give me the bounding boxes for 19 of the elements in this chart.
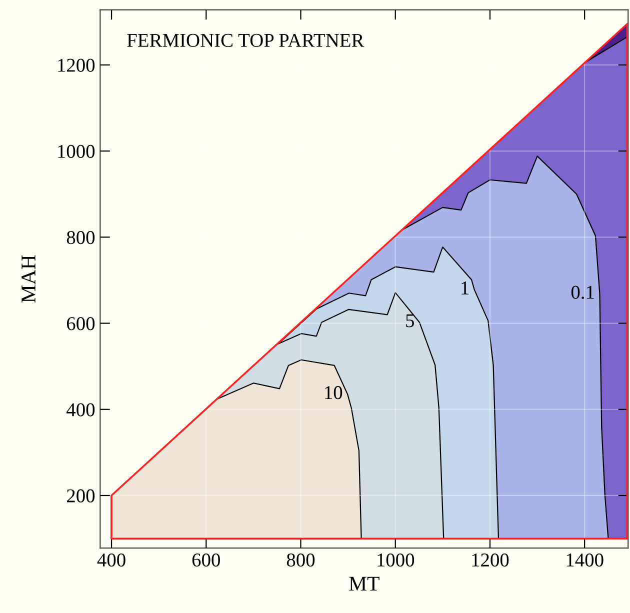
x-tick-label: 1200 xyxy=(472,553,509,567)
text: FERMIONIC TOP PARTNER xyxy=(127,34,364,47)
x-axis-title: MT xyxy=(349,576,380,591)
y-tick-label: 1000 xyxy=(58,144,95,158)
x-tick-label: 1400 xyxy=(566,553,604,567)
y-tick-label: 200 xyxy=(66,489,95,502)
series-label: 10 xyxy=(325,386,342,400)
y-tick-label: 800 xyxy=(66,230,95,244)
y-tick-label: 600 xyxy=(66,317,95,330)
x-tick-label: 600 xyxy=(192,553,220,567)
x-tick-label: 400 xyxy=(97,553,126,567)
y-axis-title: MAH xyxy=(22,255,36,303)
series-label: 5 xyxy=(406,314,414,328)
x-tick-label: 800 xyxy=(286,553,315,567)
series-label: 0.1 xyxy=(571,286,594,299)
y-tick-label: 1200 xyxy=(58,58,95,72)
y-tick-label: 400 xyxy=(66,403,95,416)
x-tick-label: 1000 xyxy=(378,553,414,567)
series-label: 1 xyxy=(462,282,468,294)
